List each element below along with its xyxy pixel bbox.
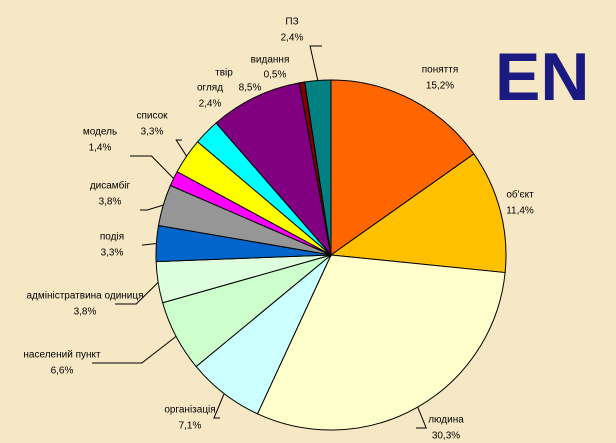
slice-value: 2,4% xyxy=(199,99,222,110)
pie-slice xyxy=(256,254,506,431)
slice-label: людина xyxy=(428,415,464,426)
leader-line xyxy=(175,139,187,157)
leader-line xyxy=(142,242,157,246)
slice-label: модель xyxy=(83,127,117,138)
slice-label: дисамбіг xyxy=(90,180,131,192)
pie-slice xyxy=(330,79,475,256)
slice-value: 3,8% xyxy=(74,307,97,318)
leader-line xyxy=(416,406,427,429)
slice-value: 2,4% xyxy=(281,33,304,44)
slice-value: 11,4% xyxy=(506,206,534,217)
leader-line xyxy=(92,336,177,364)
leader-line xyxy=(309,45,322,81)
slice-value: 7,1% xyxy=(179,421,202,432)
leader-line xyxy=(130,155,174,179)
slice-label: населений пункт xyxy=(23,350,101,361)
slice-value: 1,4% xyxy=(89,143,112,154)
slice-value: 8,5% xyxy=(239,83,262,94)
slice-label: видання xyxy=(251,55,290,66)
pie-slice xyxy=(215,82,332,257)
slice-value: 3,8% xyxy=(99,197,122,208)
leader-line xyxy=(140,204,164,211)
slice-value: 6,6% xyxy=(51,366,74,377)
pie-slice xyxy=(329,153,507,274)
slice-label: список xyxy=(136,111,168,122)
slice-label: об'єкт xyxy=(506,189,534,201)
slice-label: твір xyxy=(215,68,233,79)
slice-label: поняття xyxy=(422,65,459,76)
leader-line xyxy=(115,282,159,305)
slice-value: 0,5% xyxy=(264,70,287,81)
slice-label: подія xyxy=(100,232,124,243)
slice-value: 3,3% xyxy=(141,127,164,138)
annotation: EN xyxy=(495,39,589,115)
slice-label: ПЗ xyxy=(285,17,298,28)
slice-value: 15,2% xyxy=(426,81,454,92)
slice-value: 30,3% xyxy=(432,431,460,442)
leader-line xyxy=(213,393,225,419)
slice-value: 3,3% xyxy=(101,248,124,259)
slice-label: адміністратвина одиниця xyxy=(26,291,143,302)
pie-slice xyxy=(304,79,332,256)
slice-label: огляд xyxy=(197,83,223,94)
slice-label: організація xyxy=(164,405,215,416)
